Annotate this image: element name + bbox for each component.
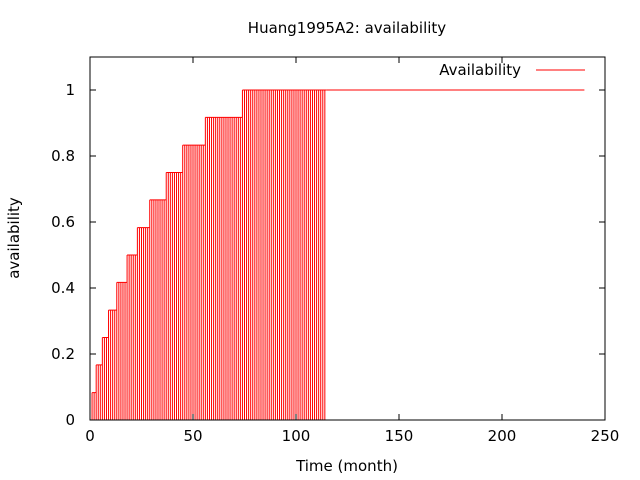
x-tick-label: 150 <box>385 427 414 445</box>
y-axis-label: availability <box>5 197 23 279</box>
y-tick-label: 0.2 <box>51 345 75 363</box>
legend: Availability <box>439 61 585 79</box>
x-tick-label: 0 <box>85 427 95 445</box>
availability-series-marks <box>91 89 585 420</box>
x-tick-label: 100 <box>282 427 311 445</box>
x-tick-label: 200 <box>488 427 517 445</box>
y-tick-label: 0.6 <box>51 213 75 231</box>
y-tick-label: 1 <box>65 81 75 99</box>
y-tick-label: 0.8 <box>51 147 75 165</box>
y-tick-label: 0 <box>65 411 75 429</box>
plot-frame <box>89 56 606 421</box>
x-axis-ticks: 0 50 100 150 200 250 <box>85 57 619 445</box>
x-tick-label: 50 <box>183 427 202 445</box>
x-axis-label: Time (month) <box>295 457 398 475</box>
y-axis-ticks: 0 0.2 0.4 0.6 0.8 1 <box>51 81 605 429</box>
x-tick-label: 250 <box>591 427 620 445</box>
chart-title: Huang1995A2: availability <box>248 19 446 37</box>
legend-label: Availability <box>439 61 521 79</box>
y-tick-label: 0.4 <box>51 279 75 297</box>
